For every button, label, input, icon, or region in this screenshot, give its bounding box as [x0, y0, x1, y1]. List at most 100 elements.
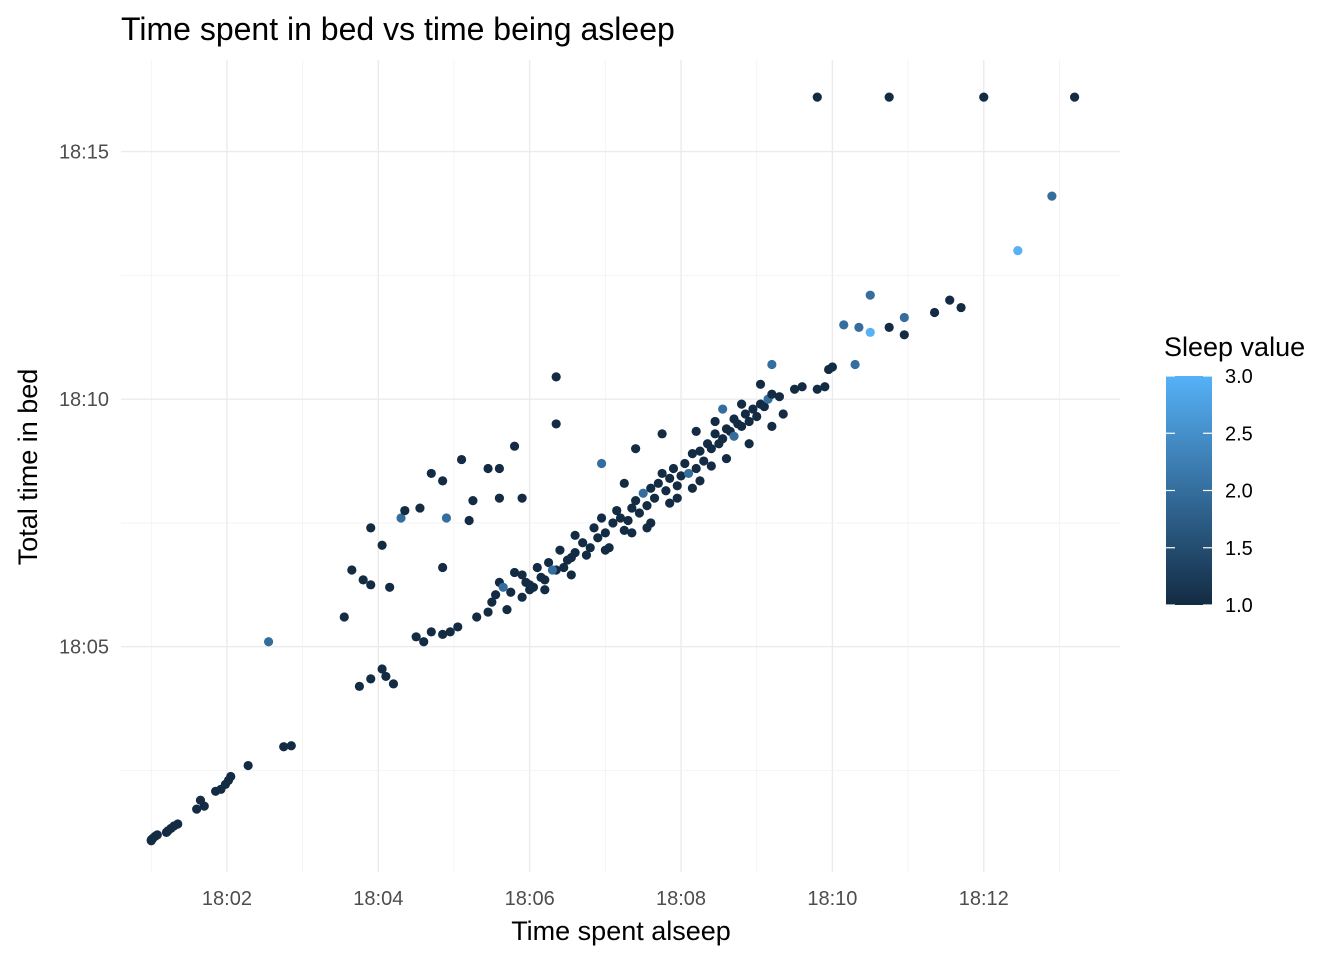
- data-point: [691, 426, 701, 436]
- data-point: [865, 290, 875, 300]
- x-tick-label: 18:08: [656, 888, 706, 910]
- data-point: [1013, 246, 1023, 256]
- data-point: [366, 580, 376, 590]
- data-point: [956, 302, 966, 313]
- data-point: [687, 483, 697, 493]
- legend-tick-label: 2.5: [1225, 423, 1253, 445]
- data-point: [699, 456, 709, 466]
- data-point: [339, 612, 349, 622]
- data-point: [544, 557, 554, 568]
- data-point: [631, 444, 641, 454]
- data-point: [491, 590, 501, 600]
- data-point: [589, 523, 599, 533]
- data-point: [468, 496, 478, 506]
- data-point: [354, 681, 364, 691]
- legend-tick-label: 3.0: [1225, 366, 1253, 388]
- legend-ticks: 1.0 1.5 2.0 2.5 3.0: [1166, 366, 1253, 617]
- data-point: [570, 530, 580, 540]
- data-point: [426, 627, 436, 637]
- x-tick-label: 18:12: [959, 888, 1009, 910]
- data-point: [759, 401, 769, 412]
- x-tick-label: 18:02: [202, 888, 252, 910]
- legend-tick-label: 1.5: [1225, 538, 1253, 560]
- y-tick-label: 18:05: [59, 637, 109, 659]
- data-point: [649, 493, 660, 503]
- data-point: [596, 458, 607, 469]
- data-point: [279, 742, 289, 752]
- data-point: [744, 416, 754, 427]
- data-point: [646, 483, 656, 493]
- data-point: [547, 565, 557, 575]
- x-axis-title: Time spent alseep: [511, 916, 731, 946]
- data-point: [509, 441, 520, 451]
- data-point: [778, 409, 788, 419]
- data-point: [593, 533, 603, 543]
- y-axis-tick-labels: 18:05 18:10 18:15: [59, 142, 109, 659]
- x-tick-label: 18:06: [505, 888, 555, 910]
- data-point: [979, 92, 989, 102]
- data-point: [263, 637, 274, 647]
- data-point: [608, 518, 618, 528]
- data-point: [736, 399, 747, 409]
- x-tick-label: 18:04: [353, 888, 403, 910]
- data-point: [600, 545, 610, 555]
- data-point: [581, 550, 592, 560]
- data-point: [884, 322, 894, 332]
- data-point: [695, 446, 705, 456]
- data-point: [627, 528, 637, 538]
- data-point: [1069, 92, 1080, 102]
- data-point: [661, 486, 671, 496]
- data-point: [710, 416, 720, 427]
- data-point: [441, 513, 452, 523]
- data-point: [453, 622, 463, 632]
- x-tick-label: 18:10: [807, 888, 857, 910]
- data-point: [687, 449, 697, 459]
- data-point: [286, 741, 296, 751]
- data-point: [438, 629, 448, 639]
- data-point: [929, 307, 940, 318]
- data-point: [736, 421, 747, 431]
- data-point: [192, 804, 202, 814]
- data-point: [551, 419, 561, 429]
- data-point: [494, 493, 505, 503]
- data-point: [619, 525, 629, 535]
- data-point: [820, 382, 830, 392]
- data-point: [767, 359, 777, 370]
- data-point: [623, 515, 633, 526]
- data-point: [789, 384, 800, 394]
- data-point: [680, 458, 690, 469]
- legend-tick-label: 1.0: [1225, 595, 1253, 617]
- data-point: [638, 488, 648, 498]
- data-point: [740, 409, 750, 419]
- data-point: [657, 468, 667, 479]
- data-point: [483, 463, 493, 474]
- data-point: [812, 384, 822, 394]
- data-point: [706, 461, 716, 471]
- data-point: [400, 505, 410, 516]
- data-point: [396, 513, 406, 523]
- data-point: [540, 575, 550, 585]
- data-point: [884, 92, 894, 102]
- data-point: [366, 674, 376, 684]
- data-point: [767, 421, 777, 431]
- data-point: [195, 795, 206, 805]
- data-point: [555, 545, 565, 555]
- data-point: [517, 570, 527, 580]
- data-point: [774, 392, 785, 402]
- data-point: [721, 453, 732, 464]
- data-point: [839, 320, 849, 330]
- data-point: [509, 567, 520, 578]
- data-point: [525, 580, 535, 590]
- data-point: [691, 463, 701, 474]
- data-point: [676, 471, 686, 481]
- data-point: [585, 543, 595, 553]
- data-point: [718, 434, 728, 444]
- data-point: [506, 587, 516, 597]
- data-point: [152, 830, 162, 840]
- data-point: [899, 330, 909, 340]
- data-point: [850, 359, 860, 370]
- data-point: [243, 760, 253, 771]
- data-point: [381, 671, 391, 682]
- data-point: [146, 836, 156, 846]
